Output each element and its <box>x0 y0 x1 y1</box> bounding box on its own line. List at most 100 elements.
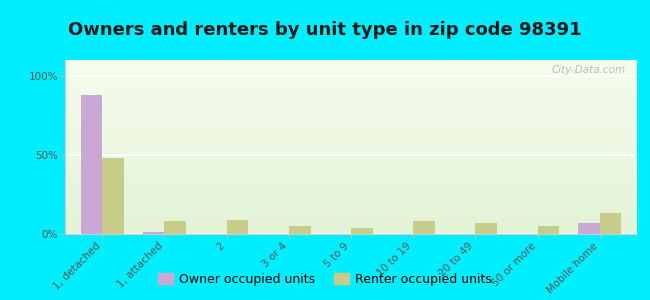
Bar <box>65 88 637 89</box>
Bar <box>65 106 637 107</box>
Text: City-Data.com: City-Data.com <box>551 65 625 75</box>
Bar <box>65 67 637 68</box>
Bar <box>65 99 637 100</box>
Bar <box>65 79 637 80</box>
Bar <box>65 118 637 119</box>
Bar <box>65 95 637 96</box>
Bar <box>65 121 637 122</box>
Bar <box>65 206 637 207</box>
Bar <box>65 63 637 64</box>
Bar <box>65 142 637 143</box>
Bar <box>65 114 637 115</box>
Bar <box>65 222 637 223</box>
Bar <box>65 219 637 220</box>
Bar <box>65 93 637 94</box>
Bar <box>65 188 637 189</box>
Bar <box>65 158 637 159</box>
Bar <box>65 112 637 113</box>
Bar <box>65 147 637 148</box>
Bar <box>65 214 637 215</box>
Bar <box>351 228 372 234</box>
Bar <box>578 223 600 234</box>
Bar <box>600 213 621 234</box>
Bar <box>65 189 637 190</box>
Bar <box>65 105 637 106</box>
Bar <box>65 199 637 200</box>
Bar <box>65 217 637 218</box>
Bar <box>65 96 637 97</box>
Bar <box>65 182 637 183</box>
Bar <box>65 139 637 140</box>
Bar <box>65 190 637 191</box>
Bar <box>65 226 637 227</box>
Bar <box>65 156 637 157</box>
Bar <box>65 194 637 195</box>
Bar <box>65 218 637 219</box>
Bar <box>65 161 637 162</box>
Bar <box>65 183 637 184</box>
Bar <box>65 149 637 150</box>
Bar <box>65 86 637 87</box>
Bar <box>65 172 637 173</box>
Bar <box>65 163 637 164</box>
Bar <box>65 169 637 170</box>
Bar <box>65 83 637 84</box>
Bar <box>65 81 637 82</box>
Bar <box>65 184 637 185</box>
Bar <box>65 191 637 192</box>
Bar <box>65 116 637 117</box>
Bar <box>65 167 637 168</box>
Bar <box>65 104 637 105</box>
Bar <box>65 100 637 101</box>
Bar <box>65 232 637 233</box>
Bar <box>65 152 637 153</box>
Bar <box>65 197 637 198</box>
Bar <box>65 153 637 154</box>
Bar <box>65 196 637 197</box>
Bar <box>65 72 637 73</box>
Bar <box>65 113 637 114</box>
Bar <box>65 137 637 138</box>
Bar <box>65 71 637 72</box>
Bar <box>65 170 637 171</box>
Bar <box>81 95 102 234</box>
Bar <box>65 70 637 71</box>
Bar <box>65 178 637 179</box>
Bar <box>65 215 637 216</box>
Bar <box>65 74 637 75</box>
Bar <box>227 220 248 234</box>
Bar <box>65 75 637 76</box>
Bar <box>65 210 637 211</box>
Bar <box>65 212 637 213</box>
Bar <box>65 61 637 62</box>
Bar <box>65 101 637 102</box>
Text: Owners and renters by unit type in zip code 98391: Owners and renters by unit type in zip c… <box>68 21 582 39</box>
Bar <box>65 185 637 186</box>
Bar <box>65 122 637 123</box>
Legend: Owner occupied units, Renter occupied units: Owner occupied units, Renter occupied un… <box>153 268 497 291</box>
Bar <box>65 66 637 67</box>
Bar <box>65 129 637 130</box>
Bar <box>143 232 164 234</box>
Bar <box>65 141 637 142</box>
Bar <box>65 117 637 118</box>
Bar <box>65 134 637 135</box>
Bar <box>65 220 637 221</box>
Bar <box>65 208 637 209</box>
Bar <box>65 207 637 208</box>
Bar <box>65 109 637 110</box>
Bar <box>65 175 637 176</box>
Bar <box>65 135 637 136</box>
Bar <box>65 177 637 178</box>
Bar <box>65 143 637 144</box>
Bar <box>65 223 637 224</box>
Bar <box>65 202 637 203</box>
Bar <box>65 119 637 120</box>
Bar <box>65 87 637 88</box>
Bar <box>65 150 637 151</box>
Bar <box>65 164 637 165</box>
Bar <box>65 145 637 146</box>
Bar <box>65 92 637 93</box>
Bar <box>65 181 637 182</box>
Bar <box>65 168 637 169</box>
